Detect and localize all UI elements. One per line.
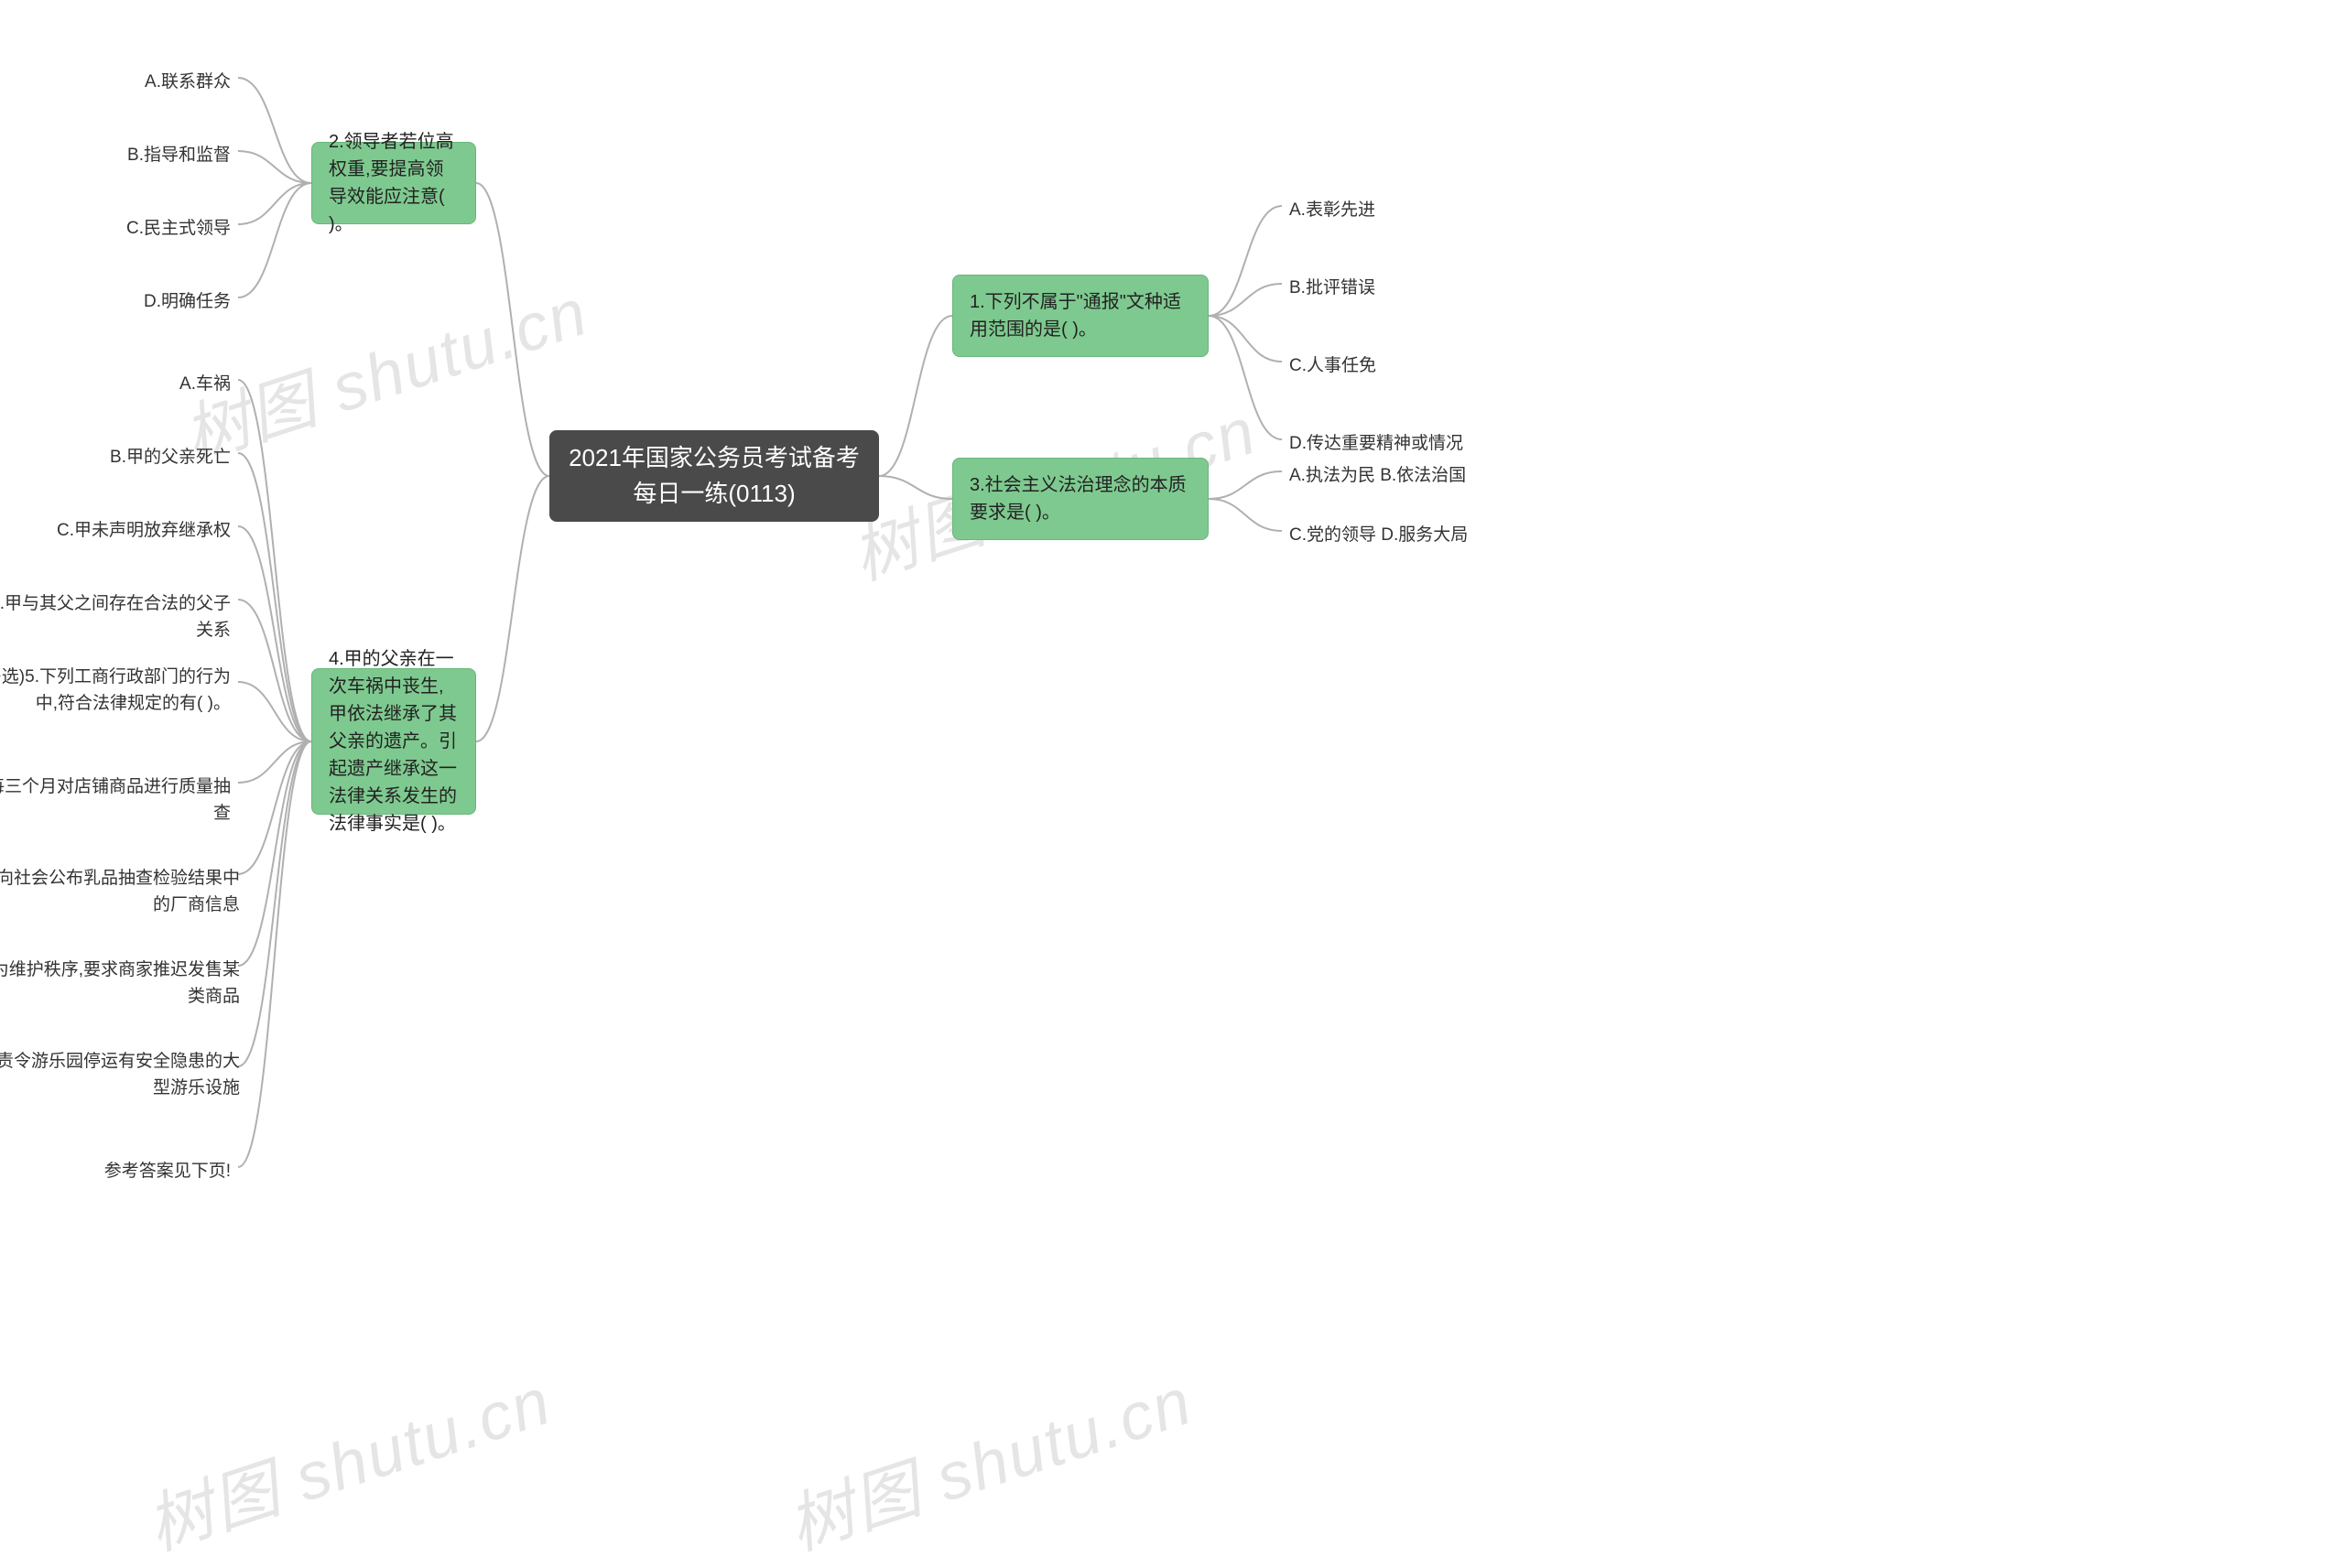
root-title: 2021年国家公务员考试备考每日一练(0113) bbox=[566, 440, 863, 512]
leaf-q2-b: B.指导和监督 bbox=[0, 139, 238, 173]
branch-q4[interactable]: 4.甲的父亲在一次车祸中丧生,甲依法继承了其父亲的遗产。引起遗产继承这一法律关系… bbox=[311, 668, 476, 815]
leaf-q4-g: B.向社会公布乳品抽查检验结果中的厂商信息 bbox=[0, 862, 247, 922]
leaf-q4-j: 参考答案见下页! bbox=[0, 1155, 238, 1189]
leaf-q1-d: D.传达重要精神或情况 bbox=[1282, 427, 1520, 461]
branch-q2[interactable]: 2.领导者若位高权重,要提高领导效能应注意( )。 bbox=[311, 142, 476, 224]
leaf-q4-a: A.车祸 bbox=[0, 368, 238, 402]
leaf-q1-a: A.表彰先进 bbox=[1282, 194, 1520, 228]
q1-text: 1.下列不属于"通报"文种适用范围的是( )。 bbox=[970, 288, 1191, 343]
leaf-q3-a: A.执法为民 B.依法治国 bbox=[1282, 460, 1520, 493]
leaf-q4-d: D.甲与其父之间存在合法的父子关系 bbox=[0, 588, 238, 647]
leaf-q1-b: B.批评错误 bbox=[1282, 272, 1520, 306]
leaf-q4-c: C.甲未声明放弃继承权 bbox=[0, 514, 238, 548]
root-node[interactable]: 2021年国家公务员考试备考每日一练(0113) bbox=[549, 430, 879, 522]
watermark: 树图 shutu.cn bbox=[133, 1347, 561, 1568]
leaf-q4-b: B.甲的父亲死亡 bbox=[0, 441, 238, 475]
leaf-q3-b: C.党的领导 D.服务大局 bbox=[1282, 519, 1520, 553]
q4-text: 4.甲的父亲在一次车祸中丧生,甲依法继承了其父亲的遗产。引起遗产继承这一法律关系… bbox=[329, 645, 459, 838]
leaf-q4-e: (多选)5.下列工商行政部门的行为中,符合法律规定的有( )。 bbox=[0, 661, 238, 720]
branch-q1[interactable]: 1.下列不属于"通报"文种适用范围的是( )。 bbox=[952, 275, 1209, 357]
leaf-q2-d: D.明确任务 bbox=[0, 286, 238, 319]
leaf-q2-a: A.联系群众 bbox=[0, 66, 238, 100]
leaf-q4-h: C.为维护秩序,要求商家推迟发售某类商品 bbox=[0, 954, 247, 1013]
q3-text: 3.社会主义法治理念的本质要求是( )。 bbox=[970, 471, 1191, 526]
q2-text: 2.领导者若位高权重,要提高领导效能应注意( )。 bbox=[329, 128, 459, 238]
watermark: 树图 shutu.cn bbox=[774, 1347, 1202, 1568]
branch-q3[interactable]: 3.社会主义法治理念的本质要求是( )。 bbox=[952, 458, 1209, 540]
leaf-q2-c: C.民主式领导 bbox=[0, 212, 238, 246]
leaf-q4-f: A.每三个月对店铺商品进行质量抽查 bbox=[0, 771, 238, 830]
leaf-q4-i: D.责令游乐园停运有安全隐患的大型游乐设施 bbox=[0, 1045, 247, 1105]
leaf-q1-c: C.人事任免 bbox=[1282, 350, 1520, 384]
